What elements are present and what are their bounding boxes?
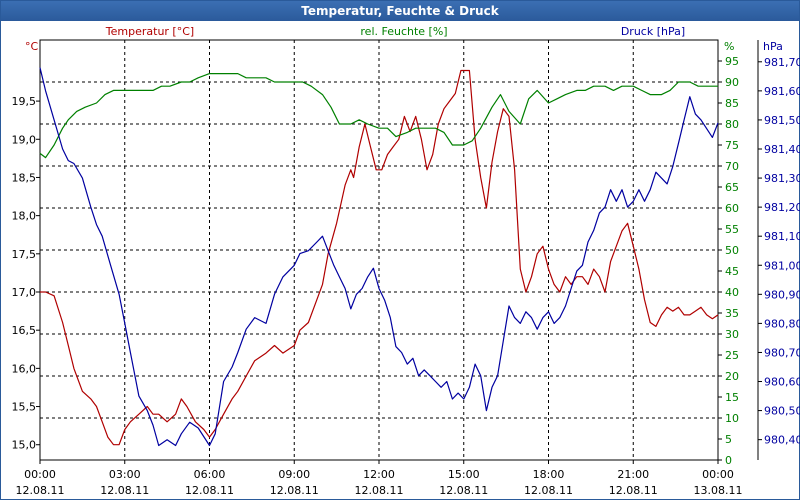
temperature-tick-label: 15,5 bbox=[12, 401, 37, 414]
date-tick-label: 12.08.11 bbox=[270, 484, 319, 497]
temperature-axis: 15,0 15,5 16,0 16,5 17,0 17,5 18,0 18,5 19,0 19,5 bbox=[12, 95, 40, 452]
pressure-tick-label: 981,00 bbox=[764, 259, 800, 272]
pressure-tick-label: 981,40 bbox=[764, 143, 800, 156]
pressure-tick-label: 980,70 bbox=[764, 346, 800, 359]
humidity-tick-label: 60 bbox=[725, 202, 739, 215]
pressure-series-line bbox=[39, 67, 719, 447]
date-tick-label: 12.08.11 bbox=[16, 484, 65, 497]
time-axis: 00:00 12.08.11 03:00 12.08.11 06:00 12.08.11 0… bbox=[16, 460, 743, 497]
humidity-tick-label: 25 bbox=[725, 349, 739, 362]
date-tick-label: 12.08.11 bbox=[185, 484, 234, 497]
humidity-tick-label: 5 bbox=[725, 433, 732, 446]
humidity-axis: 0 5 10 15 20 25 30 35 40 45 50 55 60 65 70 75 80 85 90 95 bbox=[718, 55, 739, 467]
temperature-tick-label: 18,5 bbox=[12, 171, 37, 184]
temperature-tick-label: 16,0 bbox=[12, 362, 37, 375]
humidity-series-line bbox=[39, 72, 718, 159]
temperature-series-line bbox=[40, 69, 719, 446]
temperature-tick-label: 18,0 bbox=[12, 210, 37, 223]
humidity-tick-label: 45 bbox=[725, 265, 739, 278]
time-tick-label: 06:00 bbox=[194, 468, 226, 481]
humidity-unit: % bbox=[724, 40, 734, 53]
time-tick-label: 03:00 bbox=[109, 468, 141, 481]
temperature-tick-label: 19,5 bbox=[12, 95, 37, 108]
temperature-tick-label: 15,0 bbox=[12, 439, 37, 452]
humidity-tick-label: 90 bbox=[725, 76, 739, 89]
humidity-tick-label: 30 bbox=[725, 328, 739, 341]
temperature-unit: °C bbox=[25, 40, 39, 53]
humidity-tick-label: 20 bbox=[725, 370, 739, 383]
humidity-tick-label: 40 bbox=[725, 286, 739, 299]
time-tick-label: 15:00 bbox=[448, 468, 480, 481]
humidity-tick-label: 35 bbox=[725, 307, 739, 320]
date-tick-label: 12.08.11 bbox=[524, 484, 573, 497]
humidity-tick-label: 65 bbox=[725, 181, 739, 194]
humidity-tick-label: 10 bbox=[725, 412, 739, 425]
pressure-tick-label: 980,50 bbox=[764, 405, 800, 418]
humidity-tick-label: 55 bbox=[725, 223, 739, 236]
temperature-tick-label: 17,5 bbox=[12, 248, 37, 261]
humidity-tick-label: 50 bbox=[725, 244, 739, 257]
temperature-tick-label: 17,0 bbox=[12, 286, 37, 299]
pressure-tick-label: 980,80 bbox=[764, 317, 800, 330]
humidity-tick-label: 85 bbox=[725, 97, 739, 110]
temperature-tick-label: 16,5 bbox=[12, 324, 37, 337]
time-tick-label: 09:00 bbox=[278, 468, 310, 481]
grid-lines bbox=[40, 40, 718, 460]
chart-title: Temperatur, Feuchte & Druck bbox=[1, 1, 799, 21]
time-tick-label: 21:00 bbox=[617, 468, 649, 481]
series-group bbox=[39, 67, 719, 447]
pressure-tick-label: 981,70 bbox=[764, 56, 800, 69]
humidity-tick-label: 75 bbox=[725, 139, 739, 152]
pressure-unit: hPa bbox=[763, 40, 783, 53]
pressure-tick-label: 980,90 bbox=[764, 288, 800, 301]
date-tick-label: 12.08.11 bbox=[100, 484, 149, 497]
time-tick-label: 00:00 bbox=[24, 468, 56, 481]
humidity-tick-label: 95 bbox=[725, 55, 739, 68]
pressure-tick-label: 981,10 bbox=[764, 230, 800, 243]
time-tick-label: 12:00 bbox=[363, 468, 395, 481]
temperature-tick-label: 19,0 bbox=[12, 133, 37, 146]
pressure-tick-label: 980,40 bbox=[764, 434, 800, 447]
pressure-tick-label: 981,60 bbox=[764, 85, 800, 98]
time-tick-label: 18:00 bbox=[533, 468, 565, 481]
date-tick-label: 12.08.11 bbox=[439, 484, 488, 497]
humidity-tick-label: 70 bbox=[725, 160, 739, 173]
humidity-axis-label: rel. Feuchte [%] bbox=[360, 25, 447, 38]
humidity-tick-label: 15 bbox=[725, 391, 739, 404]
pressure-tick-label: 981,20 bbox=[764, 201, 800, 214]
time-tick-label: 00:00 bbox=[702, 468, 734, 481]
humidity-tick-label: 0 bbox=[725, 454, 732, 467]
humidity-tick-label: 80 bbox=[725, 118, 739, 131]
pressure-axis-label: Druck [hPa] bbox=[621, 25, 685, 38]
temperature-axis-label: Temperatur [°C] bbox=[105, 25, 194, 38]
date-tick-label: 12.08.11 bbox=[609, 484, 658, 497]
pressure-tick-label: 981,30 bbox=[764, 172, 800, 185]
pressure-tick-label: 981,50 bbox=[764, 114, 800, 127]
pressure-tick-label: 980,60 bbox=[764, 376, 800, 389]
pressure-axis: 980,40 980,50 980,60 980,70 980,80 980,90 981,… bbox=[758, 56, 800, 447]
date-tick-label: 13.08.11 bbox=[694, 484, 743, 497]
date-tick-label: 12.08.11 bbox=[355, 484, 404, 497]
